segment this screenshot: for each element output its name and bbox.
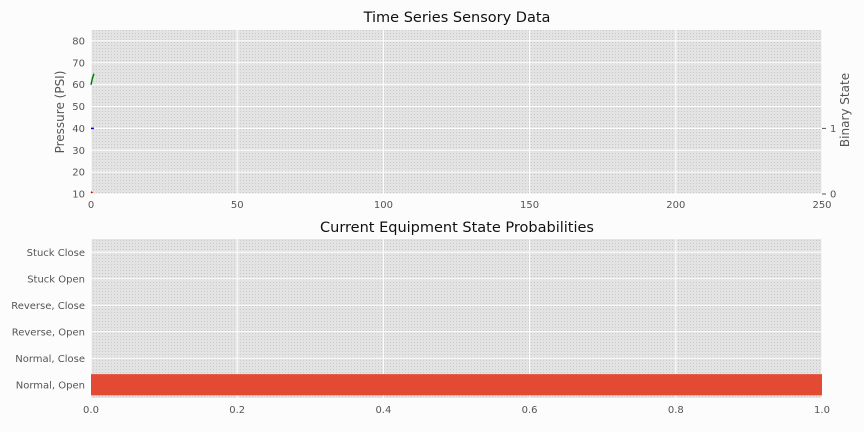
y-axis: 10 20 30 40 50 60 70 80 bbox=[72, 36, 85, 200]
category-label: Normal, Close bbox=[15, 354, 85, 365]
x-tick-label: 0.8 bbox=[668, 405, 684, 416]
y-axis-label: Pressure (PSI) bbox=[53, 71, 67, 154]
y-tick-label: 60 bbox=[72, 80, 85, 91]
x-tick-label: 1.0 bbox=[814, 405, 830, 416]
y-axis-right-label: Binary State bbox=[838, 73, 852, 147]
x-tick-label: 0.6 bbox=[522, 405, 538, 416]
category-label: Stuck Close bbox=[27, 248, 85, 259]
y-tick-label: 70 bbox=[72, 58, 85, 69]
y-tick-label: 50 bbox=[72, 102, 85, 113]
y-right-tick-label: 0 bbox=[830, 190, 836, 201]
x-tick-label: 200 bbox=[666, 200, 685, 211]
y-tick-label: 40 bbox=[72, 124, 85, 135]
probability-bar bbox=[91, 374, 822, 396]
category-label: Reverse, Close bbox=[11, 301, 85, 312]
x-tick-label: 50 bbox=[231, 200, 244, 211]
plot-area bbox=[91, 30, 822, 194]
y-right-tick-label: 1 bbox=[830, 124, 836, 135]
x-tick-label: 100 bbox=[374, 200, 393, 211]
y-axis-right: 01 bbox=[822, 124, 836, 201]
category-label: Normal, Open bbox=[16, 380, 85, 391]
category-label: Stuck Open bbox=[27, 274, 85, 285]
x-tick-label: 0.4 bbox=[375, 405, 391, 416]
y-axis: Normal, Open Normal, Close Reverse, Open Re… bbox=[11, 248, 85, 392]
y-tick-label: 80 bbox=[72, 36, 85, 47]
x-tick-label: 150 bbox=[520, 200, 539, 211]
x-axis: 0.0 0.2 0.4 0.6 0.8 1.0 bbox=[83, 405, 830, 416]
x-axis: 0 50 100 150 200 250 bbox=[88, 200, 832, 211]
plot-area bbox=[91, 239, 822, 398]
category-label: Reverse, Open bbox=[12, 327, 85, 338]
series-line bbox=[90, 191, 93, 194]
chart-title: Time Series Sensory Data bbox=[363, 10, 551, 26]
series-group bbox=[90, 73, 95, 194]
x-tick-label: 250 bbox=[812, 200, 831, 211]
chart-title: Current Equipment State Probabilities bbox=[320, 220, 594, 236]
y-tick-label: 10 bbox=[72, 190, 85, 201]
x-tick-label: 0.0 bbox=[83, 405, 99, 416]
x-tick-label: 0.2 bbox=[229, 405, 245, 416]
grid bbox=[90, 30, 823, 195]
bars-group bbox=[91, 374, 822, 396]
state-probability-chart: Current Equipment State Probabilities 0.… bbox=[11, 220, 830, 416]
time-series-chart: Time Series Sensory Data 0 50 100 150 200 250… bbox=[53, 10, 852, 211]
y-tick-label: 20 bbox=[72, 168, 85, 179]
series-line bbox=[90, 73, 95, 85]
x-tick-label: 0 bbox=[88, 200, 94, 211]
y-tick-label: 30 bbox=[72, 146, 85, 157]
